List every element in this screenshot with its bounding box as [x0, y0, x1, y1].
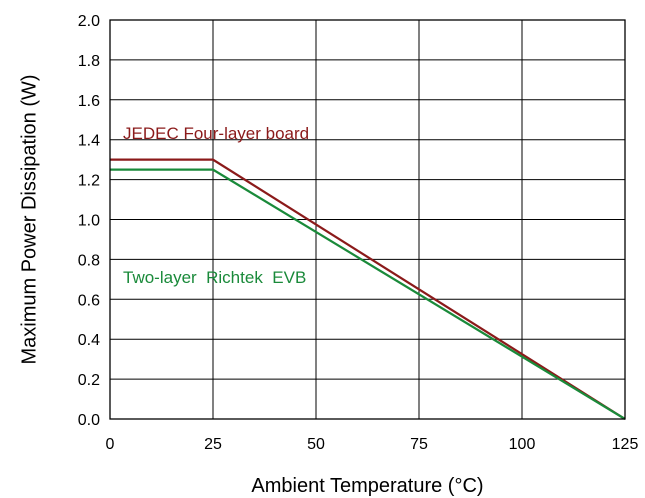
- series-line-0: [110, 158, 626, 420]
- x-tick-label: 25: [204, 436, 222, 453]
- x-axis-title: Ambient Temperature (°C): [251, 475, 483, 497]
- series-lines: [110, 158, 626, 420]
- y-tick-label: 1.0: [78, 213, 100, 230]
- y-tick-label: 2.0: [78, 13, 100, 30]
- tick-labels: 0 25 50 75 100 125 0.0 0.2 0.4 0.6 0.8 1.0 1.2 1.4 1.6…: [78, 13, 639, 453]
- x-tick-label: 75: [410, 436, 428, 453]
- series-label-two-layer: Two-layer Richtek EVB: [123, 268, 306, 287]
- x-tick-label: 100: [509, 436, 536, 453]
- grid: [110, 20, 625, 419]
- y-tick-label: 1.2: [78, 173, 100, 190]
- y-tick-label: 0.2: [78, 372, 100, 389]
- y-tick-label: 1.6: [78, 93, 100, 110]
- plot-area-frame: [109, 19, 626, 420]
- y-tick-label: 1.8: [78, 53, 100, 70]
- series-label-jedec: JEDEC Four-layer board: [123, 124, 309, 143]
- x-tick-label: 125: [612, 436, 639, 453]
- y-tick-label: 0.6: [78, 292, 100, 309]
- y-tick-label: 0.8: [78, 252, 100, 269]
- y-tick-label: 0.4: [78, 332, 100, 349]
- y-tick-label: 1.4: [78, 133, 100, 150]
- series-line-1: [110, 168, 626, 420]
- y-axis-title: Maximum Power Dissipation (W): [18, 74, 40, 364]
- x-tick-label: 50: [307, 436, 325, 453]
- y-tick-label: 0.0: [78, 412, 100, 429]
- x-tick-label: 0: [106, 436, 115, 453]
